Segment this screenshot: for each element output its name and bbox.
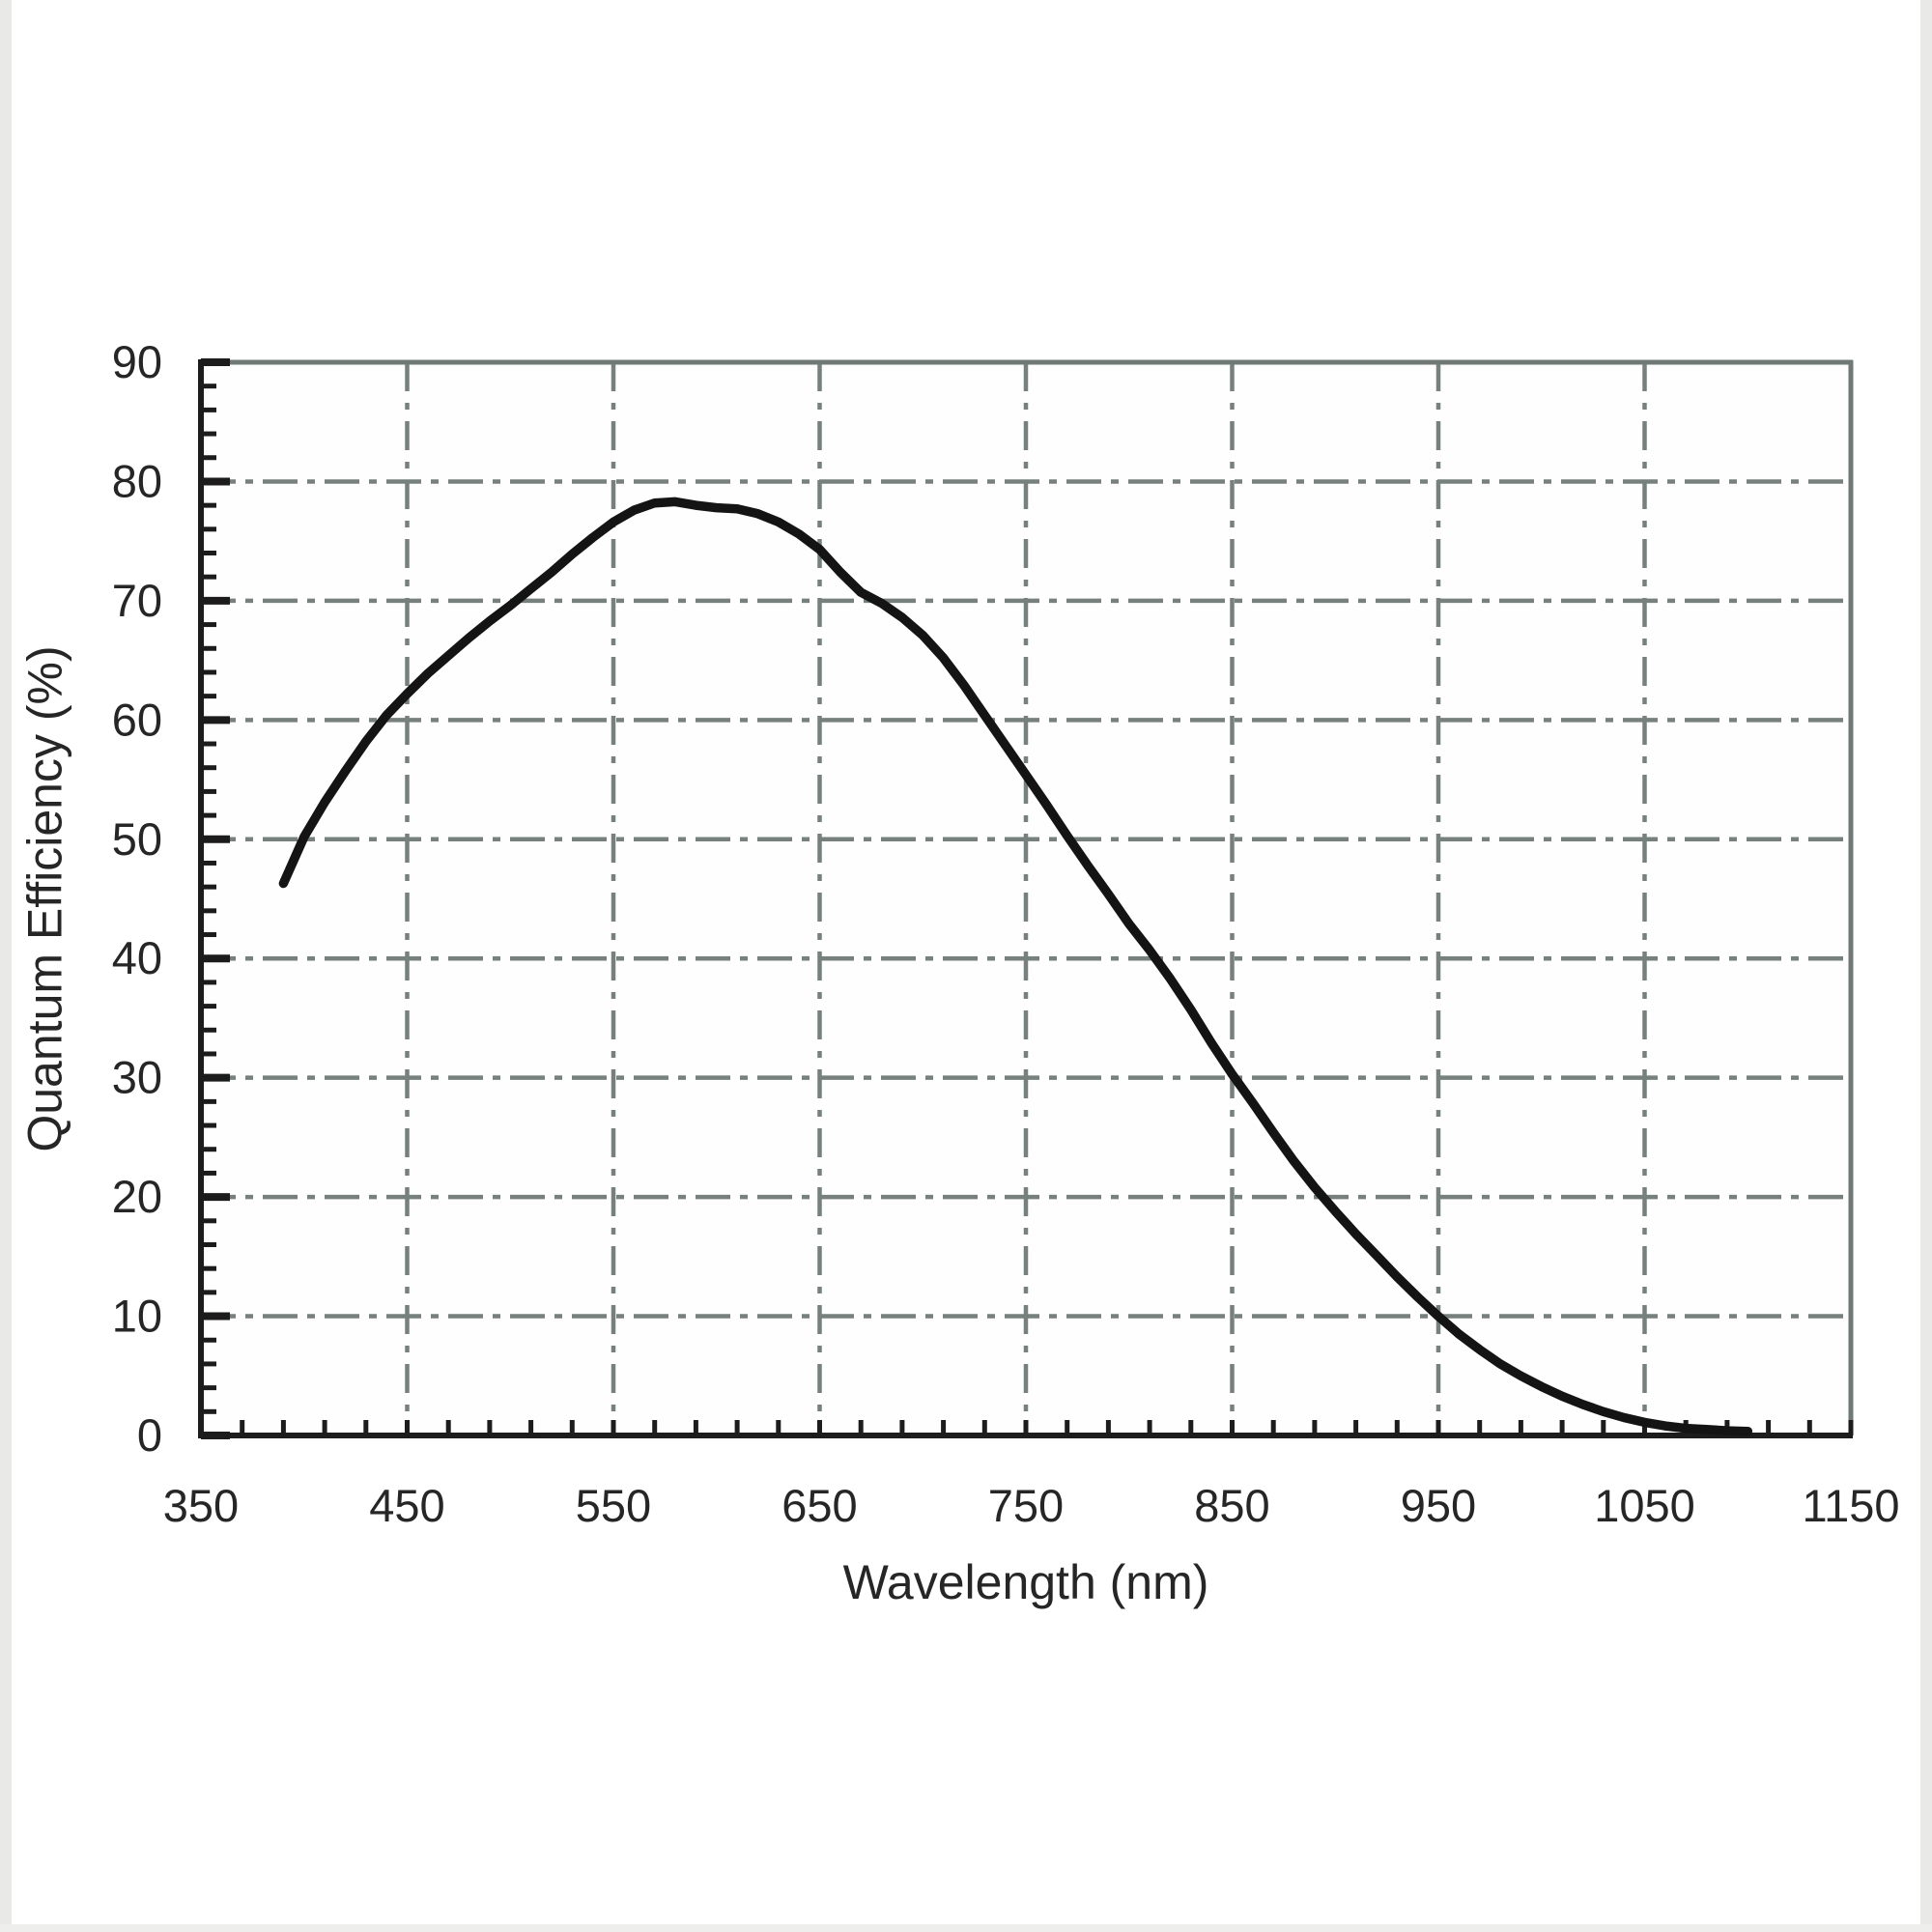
scan-edge-right <box>1920 0 1932 1932</box>
gridlines <box>201 362 1851 1435</box>
x-axis-title: Wavelength (nm) <box>843 1555 1209 1609</box>
scan-edge-bottom <box>0 1924 1932 1932</box>
axis-ticks <box>198 358 1854 1439</box>
y-axis-title: Quantum Efficiency (%) <box>18 645 72 1151</box>
y-tick-label: 70 <box>112 575 162 626</box>
x-tick-label: 950 <box>1401 1480 1476 1531</box>
y-tick-label: 0 <box>137 1409 162 1461</box>
y-tick-label: 40 <box>112 932 162 983</box>
y-tick-label: 50 <box>112 813 162 865</box>
qe-curve <box>278 497 1753 1436</box>
x-tick-label: 550 <box>576 1480 651 1531</box>
x-tick-label: 450 <box>369 1480 444 1531</box>
scan-edge-left <box>0 0 12 1932</box>
x-tick-label: 1150 <box>1802 1480 1899 1531</box>
y-tick-label: 80 <box>112 455 162 506</box>
y-tick-label: 60 <box>112 694 162 745</box>
y-tick-label: 90 <box>112 336 162 387</box>
y-tick-label: 20 <box>112 1171 162 1222</box>
y-tick-label: 30 <box>112 1052 162 1103</box>
x-tick-label: 650 <box>781 1480 857 1531</box>
x-tick-label: 850 <box>1194 1480 1269 1531</box>
y-tick-label: 10 <box>112 1291 162 1342</box>
axis-tick-labels: 0 10 20 30 40 50 60 70 80 90 350 450 550 650 750 850 950… <box>112 336 1900 1531</box>
x-tick-label: 1050 <box>1594 1480 1695 1531</box>
x-tick-label: 750 <box>988 1480 1064 1531</box>
x-tick-label: 350 <box>163 1480 239 1531</box>
